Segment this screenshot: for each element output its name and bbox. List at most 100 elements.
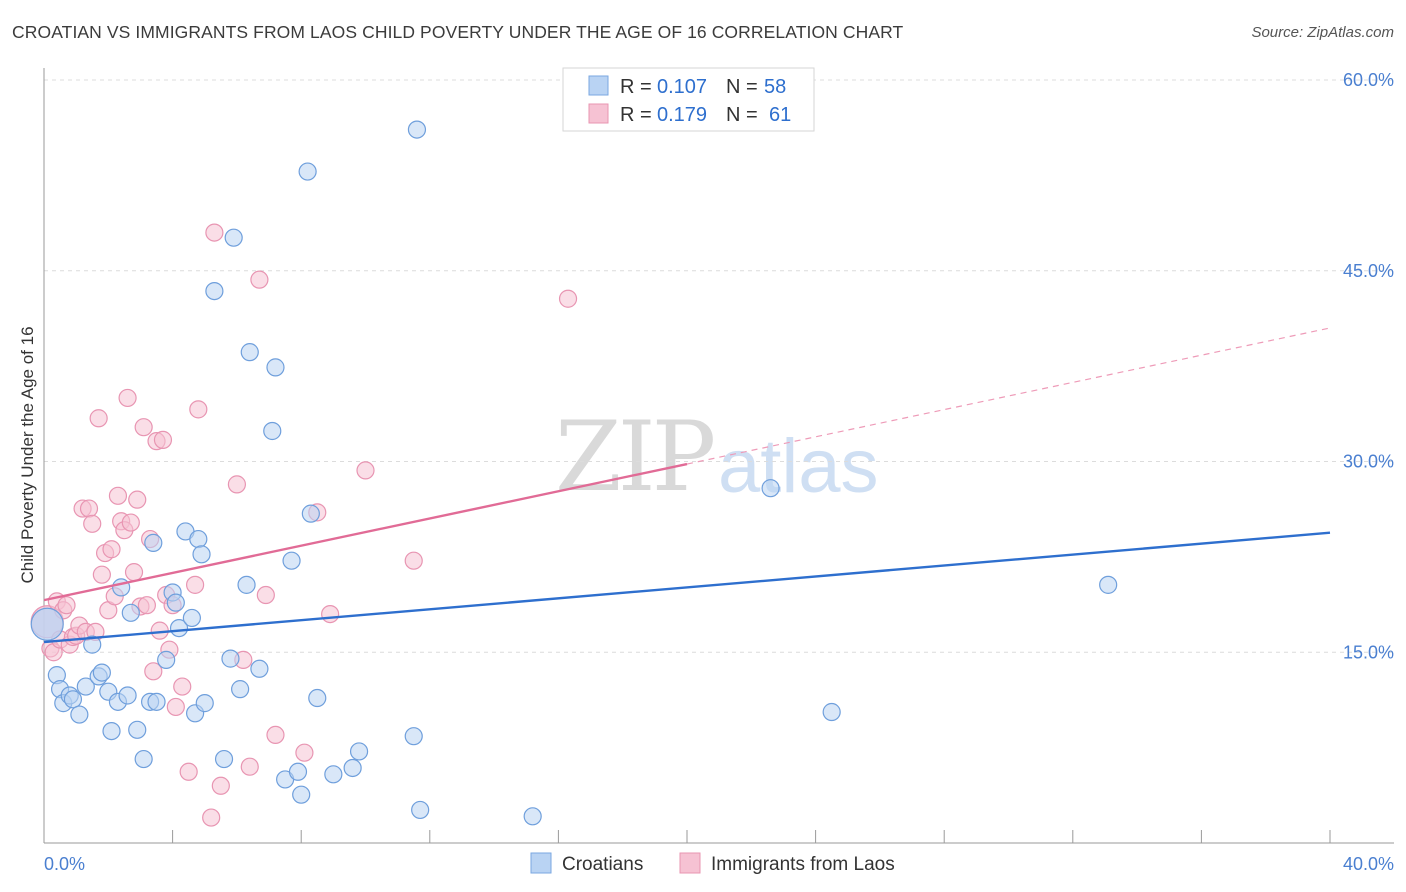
laos-point-36 xyxy=(153,430,173,449)
laos-point-28 xyxy=(128,490,147,509)
legend-n-label-1: N = xyxy=(726,76,758,98)
croatians-point-49 xyxy=(324,765,343,784)
croatians-point-55 xyxy=(523,807,542,826)
croatians-point-47 xyxy=(301,504,320,523)
bottom-legend-swatch-croatians xyxy=(530,852,552,874)
laos-point-27 xyxy=(124,563,144,582)
legend-r-label-2: R = xyxy=(620,104,652,126)
croatians-point-7 xyxy=(76,677,95,696)
laos-point-13 xyxy=(79,499,99,518)
croatians-point-46 xyxy=(298,162,317,181)
croatians-point-22 xyxy=(157,650,176,669)
series-laos-points xyxy=(30,223,578,827)
croatians-point-15 xyxy=(118,686,137,705)
croatians-point-17 xyxy=(128,720,147,739)
legend-n-value-2: 61 xyxy=(769,104,791,126)
laos-point-14 xyxy=(83,514,102,533)
croatians-point-16 xyxy=(121,603,140,622)
croatians-point-24 xyxy=(166,593,185,612)
laos-point-33 xyxy=(144,662,163,681)
croatians-point-33 xyxy=(214,749,234,769)
laos-point-53 xyxy=(266,725,285,745)
croatians-point-29 xyxy=(189,529,208,549)
watermark-atlas: atlas xyxy=(718,424,879,509)
legend-swatch-croatians xyxy=(588,75,609,96)
croatians-point-48 xyxy=(308,688,327,708)
croatians-point-38 xyxy=(240,343,259,362)
croatians-point-32 xyxy=(205,281,224,301)
laos-point-6 xyxy=(57,596,76,615)
laos-point-22 xyxy=(108,486,128,505)
gridlines xyxy=(44,79,1394,653)
laos-point-56 xyxy=(321,604,340,624)
croatians-point-10 xyxy=(92,663,111,682)
laos-point-54 xyxy=(295,743,314,762)
croatians-point-21 xyxy=(147,692,166,711)
laos-point-52 xyxy=(256,585,275,605)
laos-point-25 xyxy=(118,388,137,408)
x-tick-label-min: 0.0% xyxy=(44,854,85,874)
legend-r-value-1: 0.107 xyxy=(657,76,707,98)
laos-point-50 xyxy=(240,757,259,776)
laos-point-30 xyxy=(134,418,153,437)
croatians-point-31 xyxy=(195,694,214,713)
laos-point-47 xyxy=(211,776,230,795)
bottom-legend-laos: Immigrants from Laos xyxy=(711,854,895,875)
croatians-point-27 xyxy=(182,608,201,628)
y-axis-label: Child Poverty Under the Age of 16 xyxy=(18,326,37,583)
croatians-point-6 xyxy=(70,705,89,724)
laos-point-26 xyxy=(121,513,140,532)
laos-point-31 xyxy=(137,596,156,615)
laos-point-17 xyxy=(92,565,111,584)
laos-point-46 xyxy=(205,223,224,242)
croatians-point-57 xyxy=(822,702,841,722)
legend-r-label-1: R = xyxy=(620,76,652,98)
y-tick-label-60: 60.0% xyxy=(1343,70,1394,90)
croatians-point-20 xyxy=(144,533,163,552)
y-tick-label-15: 15.0% xyxy=(1343,642,1394,662)
laos-trend-line xyxy=(43,462,688,602)
laos-point-59 xyxy=(558,289,578,308)
croatians-point-39 xyxy=(250,659,269,678)
laos-point-42 xyxy=(179,762,198,781)
laos-point-58 xyxy=(404,551,423,570)
croatians-point-41 xyxy=(266,358,285,377)
croatians-trend-line xyxy=(43,531,1331,644)
laos-point-48 xyxy=(227,475,246,494)
chart-title: CROATIAN VS IMMIGRANTS FROM LAOS CHILD P… xyxy=(12,22,904,42)
y-tick-label-45: 45.0% xyxy=(1343,261,1394,281)
croatians-point-30 xyxy=(192,545,211,564)
croatians-point-44 xyxy=(288,762,308,781)
croatians-point-25 xyxy=(169,618,189,638)
croatians-point-43 xyxy=(282,551,301,570)
croatians-point-12 xyxy=(102,721,121,741)
legend-r-value-2: 0.179 xyxy=(657,104,707,126)
croatians-point-40 xyxy=(263,421,282,441)
laos-point-43 xyxy=(186,575,205,594)
series-legend: Croatians Immigrants from Laos xyxy=(530,852,895,875)
croatians-point-52 xyxy=(404,727,423,746)
croatians-point-53 xyxy=(411,800,430,820)
laos-point-44 xyxy=(189,400,208,419)
trend-lines xyxy=(43,327,1331,644)
croatians-point-35 xyxy=(224,228,243,247)
croatians-point-18 xyxy=(134,749,153,769)
croatians-point-8 xyxy=(83,635,102,654)
x-ticks xyxy=(43,830,1331,843)
laos-point-20 xyxy=(102,540,121,559)
legend-swatch-laos xyxy=(588,103,609,124)
croatians-point-56 xyxy=(761,479,780,498)
croatians-point-45 xyxy=(292,785,311,804)
x-tick-label-max: 40.0% xyxy=(1343,854,1394,874)
correlation-legend: R = 0.107 N = 58 R = 0.179 N = 61 xyxy=(562,67,815,132)
laos-point-51 xyxy=(250,270,269,289)
croatians-point-50 xyxy=(343,758,362,778)
laos-point-57 xyxy=(356,461,375,480)
laos-point-45 xyxy=(202,808,221,827)
laos-point-40 xyxy=(166,697,185,717)
croatians-point-51 xyxy=(349,742,369,761)
series-croatians-points xyxy=(30,120,1118,826)
watermark-zip: ZIP xyxy=(555,401,714,513)
croatians-point-37 xyxy=(237,575,256,594)
